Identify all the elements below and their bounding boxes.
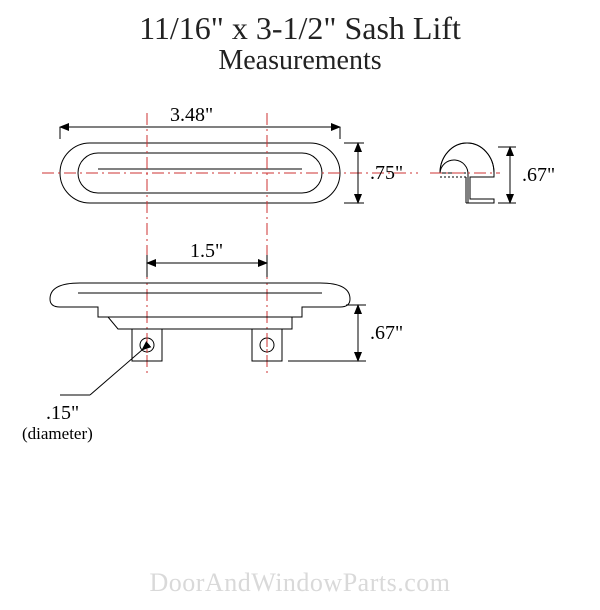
diagram-svg: 3.48" .75" .67" xyxy=(0,77,600,497)
dim-width: 3.48" xyxy=(170,104,213,126)
dim-hole-dia-sub: (diameter) xyxy=(22,424,93,443)
dim-hole-dia: .15" xyxy=(46,402,79,424)
dim-front-height: .67" xyxy=(370,322,403,344)
dim-hole-spacing: 1.5" xyxy=(190,240,223,262)
top-view: 3.48" .75" xyxy=(42,104,418,377)
watermark: DoorAndWindowParts.com xyxy=(0,568,600,598)
front-lip xyxy=(50,283,350,317)
title-block: 11/16" x 3-1/2" Sash Lift Measurements xyxy=(0,10,600,77)
title-line2: Measurements xyxy=(0,45,600,77)
dim-top-height: .75" xyxy=(370,162,403,184)
dim-side-height: .67" xyxy=(522,164,555,186)
title-line1: 11/16" x 3-1/2" Sash Lift xyxy=(0,10,600,47)
front-view: 1.5" .67" .15" (diameter) xyxy=(22,240,403,443)
side-view: .67" xyxy=(430,143,555,203)
